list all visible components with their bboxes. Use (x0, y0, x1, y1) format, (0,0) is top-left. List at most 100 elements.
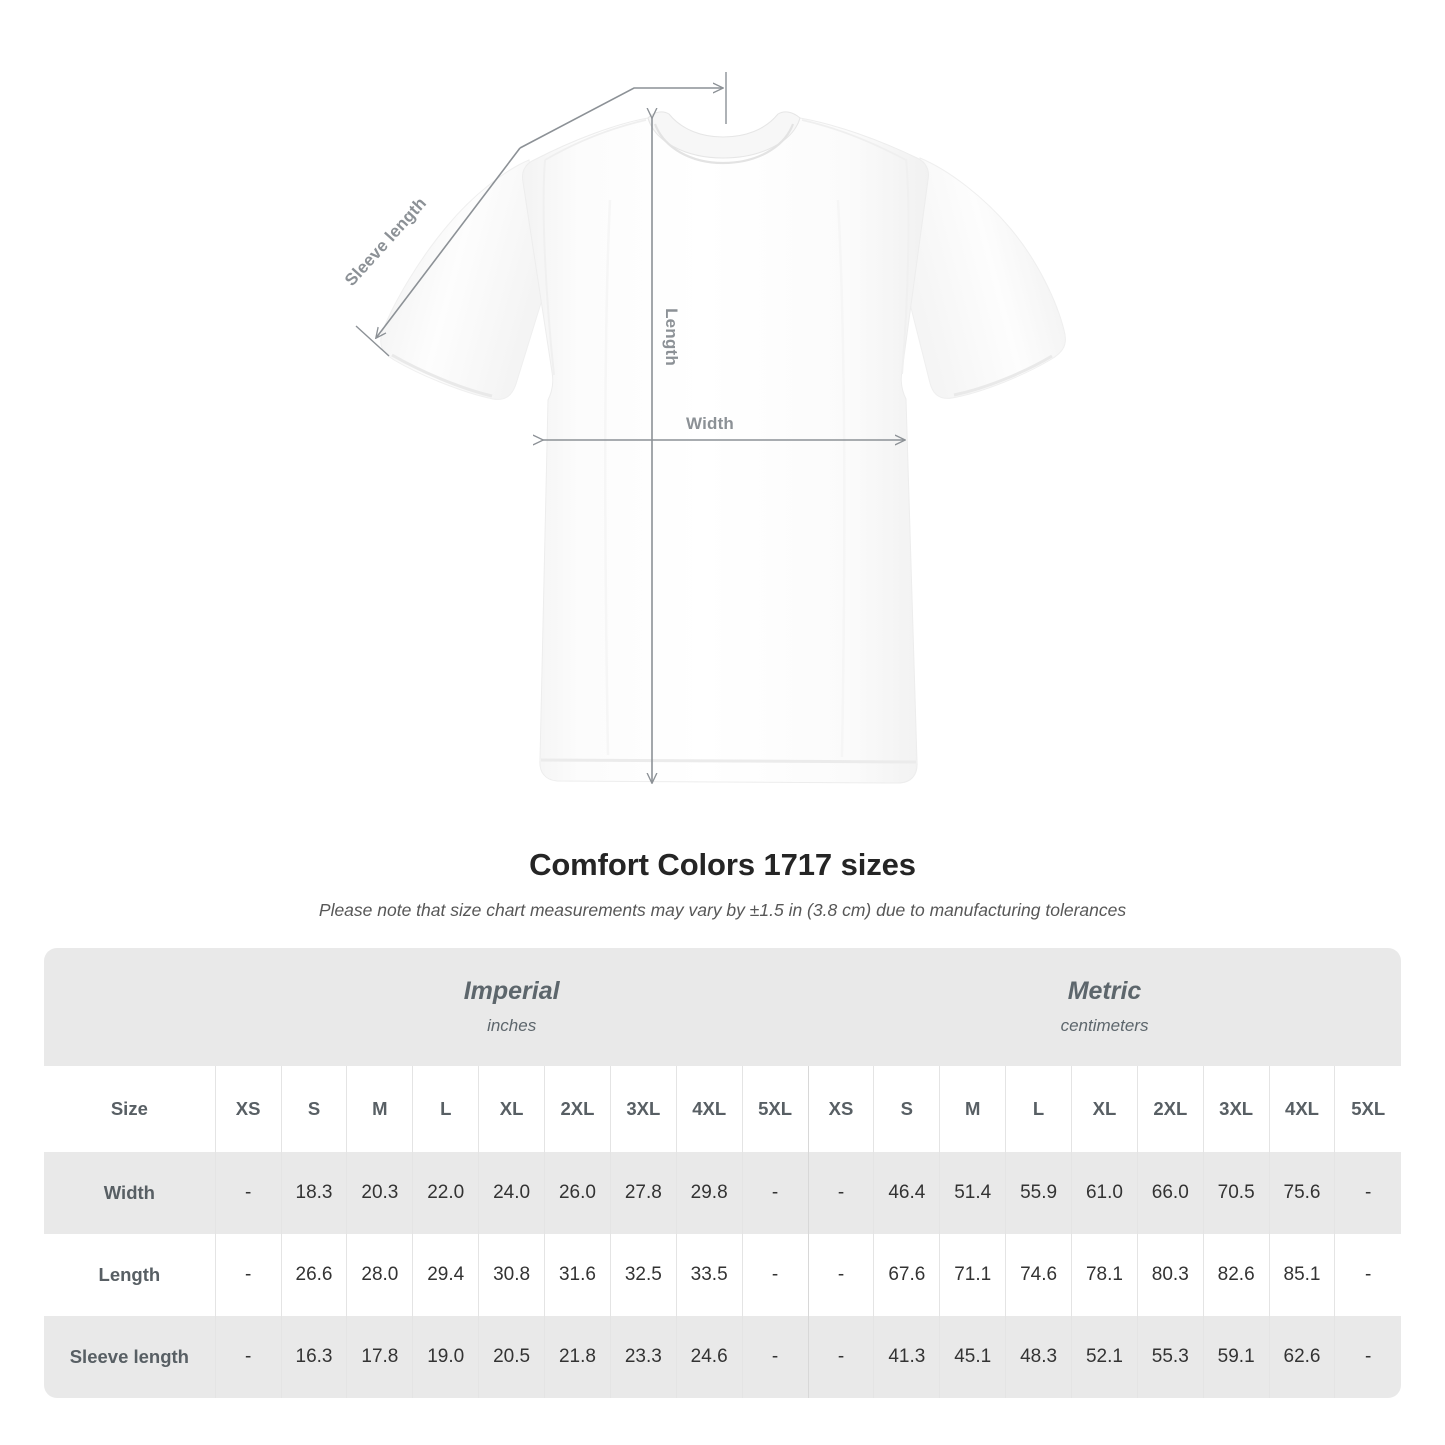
cell-sleeve-metric-5xl: - (1334, 1316, 1401, 1398)
cell-sleeve-imperial-xs: - (214, 1316, 282, 1398)
page-title: Comfort Colors 1717 sizes (529, 847, 916, 882)
cell-width-metric-5xl: - (1334, 1152, 1401, 1234)
header-size-metric-m: M (939, 1066, 1006, 1152)
unit-banner-imperial: Imperial inches (215, 948, 809, 1066)
cell-length-metric-2xl: 80.3 (1136, 1234, 1204, 1316)
cell-sleeve-metric-xl: 52.1 (1071, 1316, 1138, 1398)
row-label-sleeve-length: Sleeve length (44, 1316, 216, 1398)
cell-sleeve-metric-4xl: 62.6 (1268, 1316, 1335, 1398)
header-size-metric-5xl: 5XL (1334, 1066, 1401, 1152)
cell-width-imperial-m: 20.3 (346, 1152, 413, 1234)
cell-sleeve-metric-2xl: 55.3 (1136, 1316, 1204, 1398)
header-size-metric-3xl: 3XL (1202, 1066, 1270, 1152)
unit-metric-name: Metric (1067, 977, 1142, 1006)
header-size-metric-s: S (873, 1066, 940, 1152)
unit-banner-row: Imperial inches Metric centimeters (44, 948, 1401, 1066)
width-label: Width (685, 414, 735, 433)
cell-width-imperial-5xl: - (741, 1152, 809, 1234)
cell-sleeve-imperial-s: 16.3 (280, 1316, 347, 1398)
cell-length-metric-5xl: - (1334, 1234, 1401, 1316)
header-size-imperial-m: M (346, 1066, 413, 1152)
unit-metric-sub: centimeters (1060, 1015, 1149, 1035)
cell-sleeve-imperial-2xl: 21.8 (544, 1316, 611, 1398)
cell-length-metric-4xl: 85.1 (1268, 1234, 1335, 1316)
cell-sleeve-imperial-3xl: 23.3 (609, 1316, 677, 1398)
cell-length-metric-s: 67.6 (873, 1234, 940, 1316)
header-size-metric-xs: XS (807, 1066, 874, 1152)
cell-length-imperial-m: 28.0 (346, 1234, 413, 1316)
cell-sleeve-metric-3xl: 59.1 (1202, 1316, 1270, 1398)
cell-length-metric-xs: - (807, 1234, 874, 1316)
cell-sleeve-imperial-l: 19.0 (412, 1316, 479, 1398)
unit-imperial-name: Imperial (463, 977, 560, 1006)
cell-length-metric-xl: 78.1 (1071, 1234, 1138, 1316)
cell-length-metric-m: 71.1 (939, 1234, 1006, 1316)
header-size-imperial-s: S (280, 1066, 347, 1152)
header-size-imperial-4xl: 4XL (675, 1066, 743, 1152)
unit-banner-spacer (44, 948, 216, 1066)
cell-width-imperial-xl: 24.0 (478, 1152, 545, 1234)
cell-width-metric-m: 51.4 (939, 1152, 1006, 1234)
size-header-row: Size XS S M L XL 2XL 3XL 4XL 5XL XS S M … (44, 1066, 1401, 1152)
table-row: Sleeve length - 16.3 17.8 19.0 20.5 21.8… (44, 1316, 1401, 1398)
cell-width-metric-4xl: 75.6 (1268, 1152, 1335, 1234)
cell-width-imperial-3xl: 27.8 (609, 1152, 677, 1234)
cell-length-imperial-s: 26.6 (280, 1234, 347, 1316)
cell-sleeve-imperial-5xl: - (741, 1316, 809, 1398)
header-size-metric-2xl: 2XL (1136, 1066, 1204, 1152)
cell-width-metric-3xl: 70.5 (1202, 1152, 1270, 1234)
cell-sleeve-metric-l: 48.3 (1005, 1316, 1072, 1398)
cell-sleeve-metric-xs: - (807, 1316, 874, 1398)
tolerance-note: Please note that size chart measurements… (318, 900, 1127, 921)
cell-width-imperial-l: 22.0 (412, 1152, 479, 1234)
sleeve-length-leader (519, 88, 723, 149)
size-chart-table-wrapper: Imperial inches Metric centimeters Size … (44, 948, 1401, 1398)
sleeve-length-end-tick (355, 325, 390, 357)
cell-length-metric-l: 74.6 (1005, 1234, 1072, 1316)
cell-width-metric-s: 46.4 (873, 1152, 940, 1234)
cell-length-imperial-xs: - (214, 1234, 282, 1316)
tshirt-garment (380, 111, 1066, 784)
header-size-metric-4xl: 4XL (1268, 1066, 1335, 1152)
cell-sleeve-metric-s: 41.3 (873, 1316, 940, 1398)
cell-sleeve-imperial-m: 17.8 (346, 1316, 413, 1398)
cell-length-imperial-l: 29.4 (412, 1234, 479, 1316)
header-size-imperial-2xl: 2XL (544, 1066, 611, 1152)
cell-length-imperial-4xl: 33.5 (675, 1234, 743, 1316)
header-size-label: Size (44, 1066, 216, 1152)
cell-length-imperial-5xl: - (741, 1234, 809, 1316)
cell-width-metric-xs: - (807, 1152, 874, 1234)
tshirt-measurement-diagram (355, 72, 1066, 830)
unit-imperial-sub: inches (487, 1015, 537, 1035)
cell-width-imperial-2xl: 26.0 (544, 1152, 611, 1234)
cell-width-metric-l: 55.9 (1005, 1152, 1072, 1234)
cell-sleeve-imperial-4xl: 24.6 (675, 1316, 743, 1398)
cell-sleeve-metric-m: 45.1 (939, 1316, 1006, 1398)
cell-width-metric-2xl: 66.0 (1136, 1152, 1204, 1234)
unit-banner-metric: Metric centimeters (808, 948, 1401, 1066)
header-size-imperial-3xl: 3XL (609, 1066, 677, 1152)
cell-length-imperial-3xl: 32.5 (609, 1234, 677, 1316)
row-label-length: Length (44, 1234, 216, 1316)
measurement-annotations (355, 72, 905, 783)
table-row: Width - 18.3 20.3 22.0 24.0 26.0 27.8 29… (44, 1152, 1401, 1234)
header-size-metric-xl: XL (1071, 1066, 1138, 1152)
length-label: Length (662, 308, 681, 366)
cell-length-imperial-2xl: 31.6 (544, 1234, 611, 1316)
cell-width-imperial-s: 18.3 (280, 1152, 347, 1234)
header-size-imperial-l: L (412, 1066, 479, 1152)
header-size-metric-l: L (1005, 1066, 1072, 1152)
header-size-imperial-xl: XL (478, 1066, 545, 1152)
row-label-width: Width (44, 1152, 216, 1234)
chart-title-block: Comfort Colors 1717 sizes Please note th… (0, 847, 1445, 921)
tshirt-illustration: Sleeve length Length Width (341, 72, 1066, 830)
cell-length-metric-3xl: 82.6 (1202, 1234, 1270, 1316)
cell-length-imperial-xl: 30.8 (478, 1234, 545, 1316)
cell-width-imperial-4xl: 29.8 (675, 1152, 743, 1234)
header-size-imperial-5xl: 5XL (741, 1066, 809, 1152)
size-chart-table: Imperial inches Metric centimeters Size … (44, 948, 1401, 1398)
table-row: Length - 26.6 28.0 29.4 30.8 31.6 32.5 3… (44, 1234, 1401, 1316)
header-size-imperial-xs: XS (214, 1066, 282, 1152)
sleeve-length-line (376, 147, 521, 338)
cell-width-imperial-xs: - (214, 1152, 282, 1234)
